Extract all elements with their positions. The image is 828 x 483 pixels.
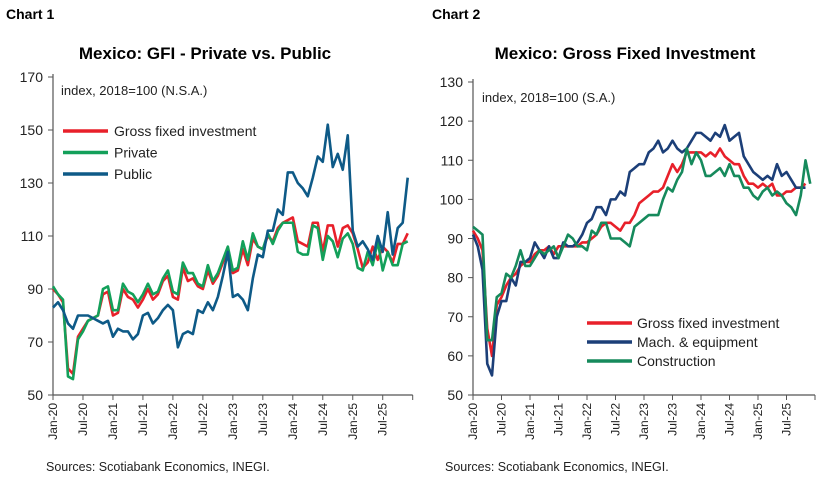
x-tick-label: Jan-22 xyxy=(166,403,180,440)
x-tick-label: Jul-25 xyxy=(376,403,390,436)
y-tick-label: 70 xyxy=(447,309,463,325)
series-line-mach-equipment xyxy=(471,123,806,377)
chart1-title: Mexico: GFI - Private vs. Public xyxy=(78,44,332,63)
series-line-gross-fixed-investment xyxy=(471,147,807,358)
y-tick-label: 110 xyxy=(441,152,464,168)
y-tick-label: 130 xyxy=(20,175,44,191)
x-tick-label: Jan-23 xyxy=(226,403,240,440)
x-tick-label: Jan-24 xyxy=(694,403,708,440)
y-tick-label: 50 xyxy=(447,387,463,403)
chart1-label: Chart 1 xyxy=(6,6,55,22)
y-tick-label: 120 xyxy=(440,113,464,129)
x-tick-label: Jul-23 xyxy=(256,403,270,436)
x-tick-label: Jan-24 xyxy=(286,403,300,440)
annotation: index, 2018=100 (S.A.) xyxy=(482,90,615,105)
x-tick-label: Jan-21 xyxy=(106,403,120,440)
x-tick-label: Jul-24 xyxy=(723,403,737,436)
x-tick-label: Jul-20 xyxy=(495,403,509,436)
y-tick-label: 80 xyxy=(447,270,463,286)
x-tick-label: Jul-24 xyxy=(316,403,330,436)
chart2-title: Mexico: Gross Fixed Investment xyxy=(494,44,756,63)
x-tick-label: Jan-21 xyxy=(523,403,537,440)
legend-label: Gross fixed investment xyxy=(114,123,256,139)
y-tick-label: 150 xyxy=(20,122,44,138)
y-tick-label: 70 xyxy=(27,334,43,350)
x-tick-label: Jan-25 xyxy=(751,403,765,440)
x-tick-label: Jan-20 xyxy=(466,403,480,440)
chart2-source: Sources: Scotiabank Economics, INEGI. xyxy=(445,460,669,474)
series-line-construction xyxy=(472,147,812,342)
series-line-private xyxy=(51,221,409,381)
x-tick-label: Jul-20 xyxy=(76,403,90,436)
x-tick-label: Jan-25 xyxy=(346,403,360,440)
x-tick-label: Jan-20 xyxy=(46,403,60,440)
y-tick-label: 90 xyxy=(447,231,463,247)
y-tick-label: 170 xyxy=(20,69,44,85)
chart1-source: Sources: Scotiabank Economics, INEGI. xyxy=(46,460,270,474)
y-tick-label: 60 xyxy=(447,348,463,364)
y-tick-label: 90 xyxy=(27,281,43,297)
legend-label: Public xyxy=(114,166,152,182)
legend-label: Mach. & equipment xyxy=(637,334,758,350)
x-tick-label: Jan-23 xyxy=(637,403,651,440)
y-tick-label: 110 xyxy=(21,228,44,244)
series-line-public xyxy=(52,123,409,349)
x-tick-label: Jul-21 xyxy=(552,403,566,436)
series-line-gross-fixed-investment xyxy=(52,216,409,376)
x-tick-label: Jul-23 xyxy=(666,403,680,436)
y-tick-label: 130 xyxy=(440,74,464,90)
x-tick-label: Jul-22 xyxy=(196,403,210,436)
x-tick-label: Jan-22 xyxy=(580,403,594,440)
legend-label: Construction xyxy=(637,353,716,369)
chart2-label: Chart 2 xyxy=(432,6,481,22)
x-tick-label: Jul-22 xyxy=(609,403,623,436)
y-tick-label: 100 xyxy=(440,191,464,207)
legend-label: Private xyxy=(114,145,158,161)
legend-label: Gross fixed investment xyxy=(637,315,779,331)
y-tick-label: 50 xyxy=(27,387,43,403)
x-tick-label: Jul-21 xyxy=(136,403,150,436)
annotation: index, 2018=100 (N.S.A.) xyxy=(61,83,207,98)
x-tick-label: Jul-25 xyxy=(780,403,794,436)
